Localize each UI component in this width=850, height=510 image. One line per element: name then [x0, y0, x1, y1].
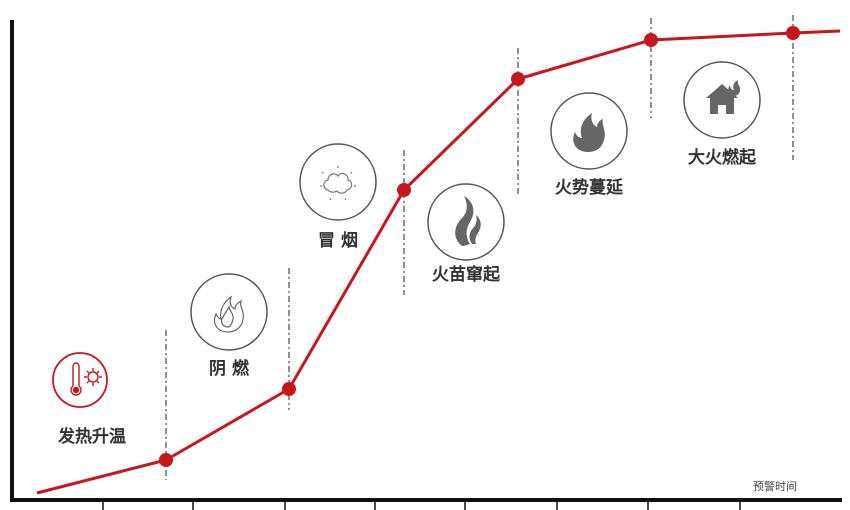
stage-label: 火势蔓延: [555, 177, 624, 198]
fire-icon: [573, 113, 605, 152]
house-fire-icon: [706, 80, 741, 114]
thermometer-sun-icon: [70, 362, 102, 396]
curve-point: [511, 72, 525, 86]
fire-development-curve: [36, 29, 841, 495]
curve-point: [159, 453, 173, 467]
curve-point: [282, 382, 296, 396]
curve-point: [397, 183, 411, 197]
x-axis-label: 预警时间: [753, 479, 797, 493]
curve-points: [159, 26, 800, 467]
stage-heating: 发热升温: [52, 352, 126, 447]
stage-flame-rise: 火苗窜起: [427, 183, 505, 285]
flame-wisp-icon: [455, 196, 481, 246]
stage-label: 火苗窜起: [432, 264, 501, 285]
curve-point: [644, 33, 658, 47]
stage-smoldering: 阴 燃: [190, 273, 268, 379]
stage-smoking: 冒 烟: [299, 143, 377, 251]
smoke-cloud-icon: [320, 166, 357, 201]
smolder-flame-outline-icon: [213, 295, 245, 333]
x-axis-ticks: [102, 500, 741, 510]
stage-label: 发热升温: [57, 426, 126, 447]
stage-label: 冒 烟: [318, 230, 358, 251]
stage-label: 大火燃起: [688, 147, 757, 168]
stage-label: 阴 燃: [209, 358, 250, 379]
curve-point: [786, 26, 800, 40]
stage-full-fire: 大火燃起: [683, 61, 761, 168]
stage-fire-spread: 火势蔓延: [550, 92, 628, 198]
